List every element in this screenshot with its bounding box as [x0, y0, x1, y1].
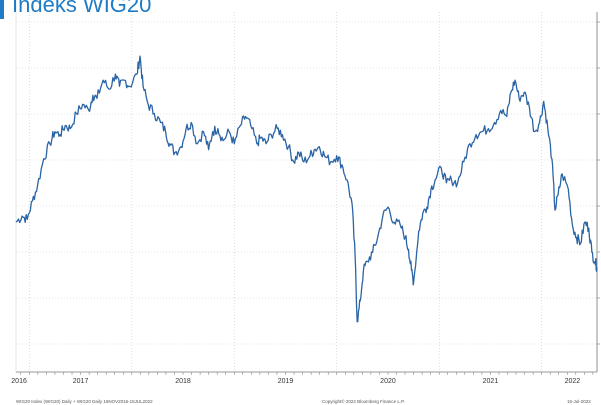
chart-title: Indeks WIG20: [12, 0, 152, 17]
axes: [15, 12, 600, 375]
x-tick-label: 2021: [483, 378, 499, 385]
x-tick-label: 2020: [380, 378, 396, 385]
x-tick-label: 2017: [73, 378, 89, 385]
x-tick-label: 2016: [11, 378, 27, 385]
series-line-wig20: [15, 55, 598, 323]
footer: WIG20 Index (WIG20) Daily + WIG20 Daily …: [16, 398, 591, 404]
x-tick-labels: 2016 2017 2018 2019 2020 2021 2022: [11, 378, 580, 385]
footer-copyright: Copyright© 2022 Bloomberg Finance L.P.: [322, 398, 405, 404]
footer-source: WIG20 Index (WIG20) Daily + WIG20 Daily …: [16, 399, 153, 404]
title-accent-bar: [0, 0, 4, 19]
x-tick-label: 2019: [278, 378, 294, 385]
x-tick-label: 2018: [175, 378, 191, 385]
x-tick-label: 2022: [565, 378, 581, 385]
chart-title-bar: Indeks WIG20: [0, 0, 151, 19]
footer-date: 15-Jul-2022: [567, 399, 591, 404]
series-layer: [15, 55, 598, 323]
grid-lines: [16, 12, 597, 372]
